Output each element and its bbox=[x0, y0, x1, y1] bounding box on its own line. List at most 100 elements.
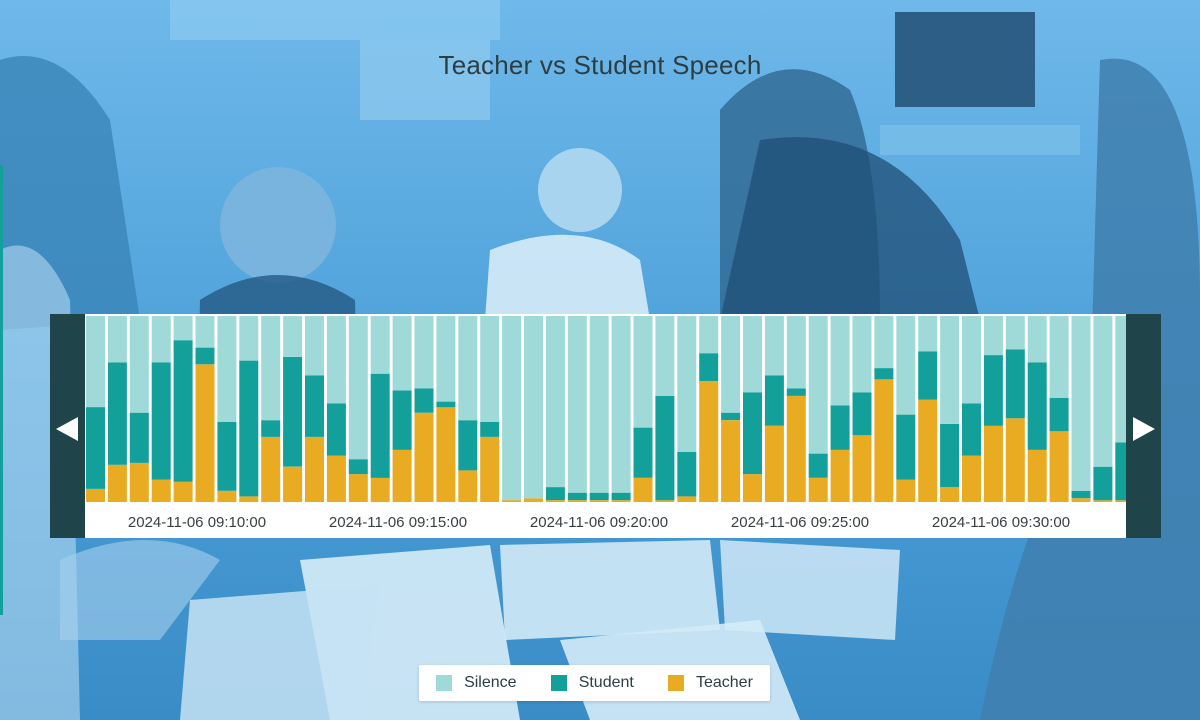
bar-teacher[interactable] bbox=[874, 379, 894, 502]
bar-student[interactable] bbox=[261, 420, 281, 437]
bar-teacher[interactable] bbox=[348, 474, 368, 502]
bar-teacher[interactable] bbox=[173, 481, 193, 503]
bar-teacher[interactable] bbox=[1093, 500, 1113, 502]
bar-silence[interactable] bbox=[852, 316, 872, 393]
bar-teacher[interactable] bbox=[918, 399, 938, 502]
bar-student[interactable] bbox=[348, 459, 368, 475]
bar-silence[interactable] bbox=[1093, 316, 1113, 467]
bar-student[interactable] bbox=[545, 487, 565, 501]
bar-teacher[interactable] bbox=[217, 490, 237, 502]
bar-student[interactable] bbox=[326, 403, 346, 456]
bar-silence[interactable] bbox=[392, 316, 412, 391]
bar-student[interactable] bbox=[633, 427, 653, 478]
bar-student[interactable] bbox=[721, 412, 741, 421]
bar-teacher[interactable] bbox=[151, 479, 171, 502]
bar-silence[interactable] bbox=[699, 316, 719, 354]
bar-student[interactable] bbox=[217, 422, 237, 491]
bar-silence[interactable] bbox=[567, 316, 587, 493]
bar-teacher[interactable] bbox=[633, 477, 653, 502]
bar-student[interactable] bbox=[283, 356, 303, 467]
bar-silence[interactable] bbox=[217, 316, 237, 422]
bar-teacher[interactable] bbox=[743, 474, 762, 502]
bar-teacher[interactable] bbox=[458, 470, 478, 502]
bar-teacher[interactable] bbox=[1027, 449, 1047, 502]
bar-silence[interactable] bbox=[239, 316, 259, 361]
bar-teacher[interactable] bbox=[436, 407, 456, 502]
bar-silence[interactable] bbox=[326, 316, 346, 404]
bar-student[interactable] bbox=[699, 353, 719, 382]
bar-student[interactable] bbox=[1093, 466, 1113, 501]
bar-silence[interactable] bbox=[743, 316, 762, 393]
bar-teacher[interactable] bbox=[1005, 418, 1025, 502]
bar-silence[interactable] bbox=[480, 316, 500, 422]
bar-silence[interactable] bbox=[502, 316, 522, 501]
bar-teacher[interactable] bbox=[589, 500, 609, 502]
bar-student[interactable] bbox=[195, 347, 215, 365]
bar-silence[interactable] bbox=[721, 316, 741, 413]
bar-silence[interactable] bbox=[786, 316, 806, 389]
bar-silence[interactable] bbox=[545, 316, 565, 488]
bar-teacher[interactable] bbox=[370, 477, 390, 502]
bar-teacher[interactable] bbox=[129, 462, 149, 502]
bar-teacher[interactable] bbox=[86, 489, 105, 502]
bar-teacher[interactable] bbox=[480, 436, 500, 502]
bar-silence[interactable] bbox=[1027, 316, 1047, 363]
bar-silence[interactable] bbox=[414, 316, 434, 389]
bar-silence[interactable] bbox=[1005, 316, 1025, 350]
bar-student[interactable] bbox=[107, 362, 127, 465]
bar-teacher[interactable] bbox=[195, 364, 215, 502]
bar-teacher[interactable] bbox=[611, 500, 631, 502]
bar-teacher[interactable] bbox=[830, 449, 850, 502]
bar-teacher[interactable] bbox=[764, 425, 784, 502]
bar-silence[interactable] bbox=[107, 316, 127, 363]
bar-teacher[interactable] bbox=[1071, 498, 1091, 502]
bar-teacher[interactable] bbox=[326, 455, 346, 503]
bar-student[interactable] bbox=[392, 390, 412, 450]
bar-silence[interactable] bbox=[129, 316, 149, 413]
bar-silence[interactable] bbox=[764, 316, 784, 376]
bar-teacher[interactable] bbox=[1115, 500, 1135, 502]
bar-student[interactable] bbox=[151, 362, 171, 480]
bar-student[interactable] bbox=[1049, 397, 1069, 432]
bar-student[interactable] bbox=[1027, 362, 1047, 450]
bar-teacher[interactable] bbox=[786, 396, 806, 502]
bar-teacher[interactable] bbox=[896, 479, 916, 502]
legend-item-silence[interactable]: Silence bbox=[436, 674, 517, 692]
bar-silence[interactable] bbox=[86, 316, 105, 408]
bar-teacher[interactable] bbox=[852, 435, 872, 502]
bar-teacher[interactable] bbox=[983, 425, 1003, 502]
bar-teacher[interactable] bbox=[677, 496, 697, 502]
bar-student[interactable] bbox=[940, 423, 960, 488]
bar-teacher[interactable] bbox=[721, 420, 741, 502]
bar-student[interactable] bbox=[611, 492, 631, 501]
bar-silence[interactable] bbox=[173, 316, 193, 341]
bar-silence[interactable] bbox=[1071, 316, 1091, 491]
bar-student[interactable] bbox=[86, 407, 105, 489]
bar-silence[interactable] bbox=[283, 316, 303, 357]
bar-silence[interactable] bbox=[677, 316, 697, 452]
bar-silence[interactable] bbox=[1049, 316, 1069, 398]
bar-teacher[interactable] bbox=[107, 464, 127, 502]
bar-silence[interactable] bbox=[633, 316, 653, 428]
bar-teacher[interactable] bbox=[655, 500, 675, 502]
bar-teacher[interactable] bbox=[545, 500, 565, 502]
bar-teacher[interactable] bbox=[567, 500, 587, 502]
bar-teacher[interactable] bbox=[392, 449, 412, 502]
bar-teacher[interactable] bbox=[305, 436, 324, 502]
bar-student[interactable] bbox=[173, 340, 193, 482]
bar-student[interactable] bbox=[983, 355, 1003, 426]
bar-student[interactable] bbox=[808, 453, 828, 478]
bar-silence[interactable] bbox=[589, 316, 609, 493]
bar-silence[interactable] bbox=[524, 316, 543, 499]
bar-silence[interactable] bbox=[896, 316, 916, 415]
bar-teacher[interactable] bbox=[239, 496, 259, 502]
bar-student[interactable] bbox=[830, 405, 850, 450]
bar-student[interactable] bbox=[677, 451, 697, 497]
bar-student[interactable] bbox=[589, 492, 609, 501]
bar-student[interactable] bbox=[874, 368, 894, 380]
bar-silence[interactable] bbox=[830, 316, 850, 406]
bar-student[interactable] bbox=[480, 422, 500, 437]
bar-silence[interactable] bbox=[655, 316, 675, 396]
bar-teacher[interactable] bbox=[808, 477, 828, 502]
bar-silence[interactable] bbox=[962, 316, 981, 404]
